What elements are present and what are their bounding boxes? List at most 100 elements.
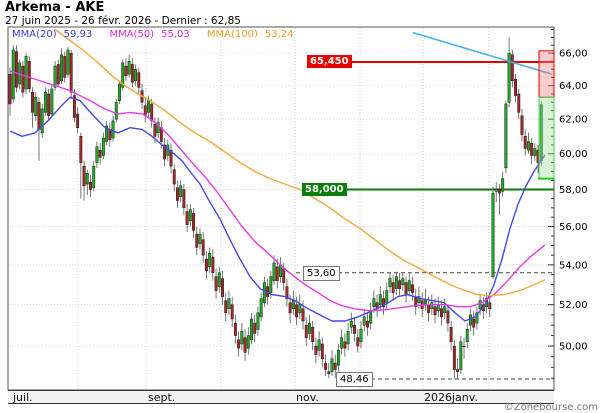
candle-body bbox=[175, 187, 179, 201]
candle-body bbox=[76, 113, 80, 128]
y-tick-label: 56,00 bbox=[559, 222, 588, 233]
candle-body bbox=[272, 262, 276, 281]
candle-body bbox=[69, 52, 73, 93]
candle-body bbox=[452, 345, 456, 370]
ma-line-mma50 bbox=[9, 70, 546, 312]
candle-body bbox=[50, 88, 54, 115]
candle-body bbox=[217, 272, 221, 287]
candle-body bbox=[243, 337, 247, 353]
candle-body bbox=[427, 304, 431, 314]
y-tick-label: 62,00 bbox=[559, 115, 588, 126]
candle-body bbox=[63, 56, 67, 78]
candle-body bbox=[330, 358, 334, 372]
candle-body bbox=[308, 322, 311, 334]
y-tick-label: 64,00 bbox=[559, 81, 588, 92]
candle-body bbox=[469, 314, 472, 326]
candle-body bbox=[98, 149, 102, 158]
legend-mma100-label: MMA(100) bbox=[206, 29, 258, 40]
candle-body bbox=[356, 337, 360, 347]
candle-body bbox=[256, 312, 260, 330]
y-axis: 50,00 52,00 54,00 56,00 58,00 60,00 62,00 64,00… bbox=[548, 28, 588, 379]
candle-body bbox=[214, 276, 218, 291]
candle-body bbox=[182, 189, 186, 209]
candle-body bbox=[382, 298, 385, 307]
candle-body bbox=[475, 312, 479, 324]
candle-body bbox=[385, 290, 389, 303]
y-tick-label: 60,00 bbox=[559, 149, 588, 160]
x-label-nov: nov. bbox=[296, 391, 319, 404]
x-axis-band: juil. sept. nov. 2026janv. bbox=[8, 390, 554, 404]
candle-body bbox=[24, 56, 28, 90]
candle-body bbox=[60, 54, 63, 81]
candle-body bbox=[27, 60, 31, 90]
candle-body bbox=[224, 300, 228, 314]
candle-body bbox=[317, 339, 321, 351]
candle-body bbox=[311, 326, 315, 343]
candle-body bbox=[388, 278, 392, 287]
candle-body bbox=[82, 165, 86, 187]
candle-body bbox=[85, 173, 89, 185]
candle-body bbox=[192, 213, 195, 231]
candle-body bbox=[401, 278, 405, 285]
candle-body bbox=[101, 137, 105, 156]
page-title: Arkema - AKE bbox=[5, 0, 105, 15]
candle-body bbox=[111, 120, 115, 139]
candle-body bbox=[185, 211, 189, 225]
candle-body bbox=[494, 189, 498, 192]
candle-body bbox=[37, 102, 41, 130]
plot-border bbox=[7, 26, 555, 391]
candle-body bbox=[201, 239, 205, 256]
candle-body bbox=[369, 310, 373, 324]
candle-body bbox=[478, 300, 482, 310]
candle-body bbox=[21, 65, 25, 93]
candle-body bbox=[105, 125, 109, 142]
candle-body bbox=[188, 209, 192, 222]
candle-body bbox=[472, 318, 476, 328]
candle-body bbox=[510, 54, 514, 81]
candle-body bbox=[53, 65, 57, 88]
candle-body bbox=[491, 192, 495, 277]
legend-mma20: MMA(20) 59,93 bbox=[12, 29, 92, 40]
candle-body bbox=[137, 72, 141, 88]
candle-body bbox=[295, 304, 299, 318]
candle-body bbox=[324, 362, 328, 370]
candle-body bbox=[343, 341, 347, 349]
watermark: ©Zonebourse.com bbox=[503, 402, 598, 413]
candle-body bbox=[211, 256, 215, 273]
candle-body bbox=[11, 49, 15, 100]
candle-body bbox=[359, 329, 363, 343]
candle-body bbox=[433, 306, 437, 316]
candle-body bbox=[417, 296, 421, 303]
candle-body bbox=[372, 298, 376, 307]
candle-body bbox=[404, 282, 408, 295]
candle-body bbox=[221, 278, 224, 297]
candle-body bbox=[423, 300, 427, 305]
candle-body bbox=[8, 73, 12, 105]
candle-body bbox=[227, 298, 231, 310]
candle-body bbox=[118, 83, 121, 101]
candle-body bbox=[95, 146, 99, 163]
ma-legend: MMA(20) 59,93 MMA(50) 55,03 MMA(100) 53,24 bbox=[12, 29, 308, 40]
candle-body bbox=[362, 316, 366, 326]
candle-body bbox=[517, 93, 521, 113]
candle-body bbox=[327, 371, 331, 375]
candle-body bbox=[147, 100, 150, 113]
candle-body bbox=[504, 103, 508, 169]
candle-body bbox=[240, 331, 244, 345]
candle-body bbox=[195, 233, 199, 248]
candle-body bbox=[436, 304, 440, 312]
candle-body bbox=[282, 268, 286, 283]
candles bbox=[8, 37, 543, 380]
candle-body bbox=[43, 92, 47, 113]
candle-body bbox=[130, 64, 134, 83]
candle-body bbox=[40, 108, 44, 134]
candle-body bbox=[398, 280, 402, 289]
resistance-zone bbox=[538, 50, 555, 98]
legend-mma100: MMA(100) 53,24 bbox=[207, 29, 294, 40]
candle-body bbox=[459, 341, 463, 370]
candle-body bbox=[262, 282, 266, 303]
support-zone bbox=[538, 96, 555, 180]
